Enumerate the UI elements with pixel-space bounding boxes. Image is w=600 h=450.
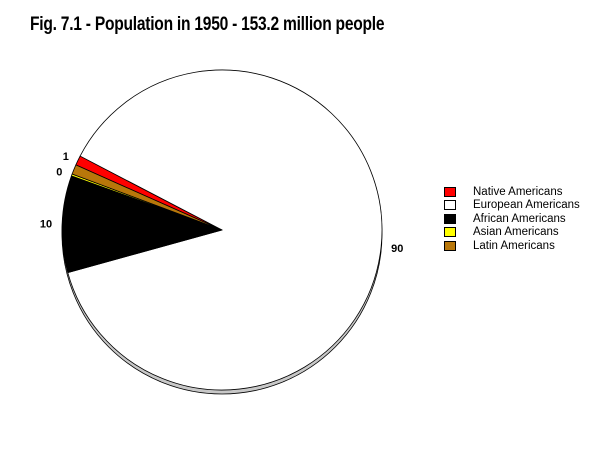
legend: Native Americans European Americans Africa… — [444, 185, 580, 253]
legend-item-european-americans: European Americans — [444, 199, 580, 213]
legend-label-latin-americans: Latin Americans — [473, 239, 555, 252]
legend-label-european-americans: European Americans — [473, 199, 580, 212]
slice-label-native-americans: 1 — [63, 151, 69, 163]
legend-swatch-native-americans — [444, 186, 456, 197]
legend-item-native-americans: Native Americans — [444, 185, 580, 199]
legend-item-asian-americans: Asian Americans — [444, 226, 580, 240]
pie-slice-latin-americans — [71, 164, 223, 231]
slice-label-european-americans: 90 — [391, 243, 403, 255]
legend-label-native-americans: Native Americans — [473, 185, 563, 198]
legend-item-african-americans: African Americans — [444, 212, 580, 226]
pie-slice-african-americans — [61, 175, 223, 274]
legend-swatch-latin-americans — [444, 240, 456, 251]
pie-slice-european-americans — [67, 69, 383, 391]
chart-title: Fig. 7.1 - Population in 1950 - 153.2 mi… — [30, 14, 385, 35]
legend-label-asian-americans: Asian Americans — [473, 226, 559, 239]
legend-label-african-americans: African Americans — [473, 212, 566, 225]
legend-swatch-european-americans — [444, 200, 456, 211]
legend-item-latin-americans: Latin Americans — [444, 239, 580, 253]
slice-label-asian-americans: 0 — [56, 167, 62, 179]
slice-label-african-americans: 10 — [40, 219, 52, 231]
legend-swatch-asian-americans — [444, 227, 456, 238]
legend-swatch-african-americans — [444, 213, 456, 224]
